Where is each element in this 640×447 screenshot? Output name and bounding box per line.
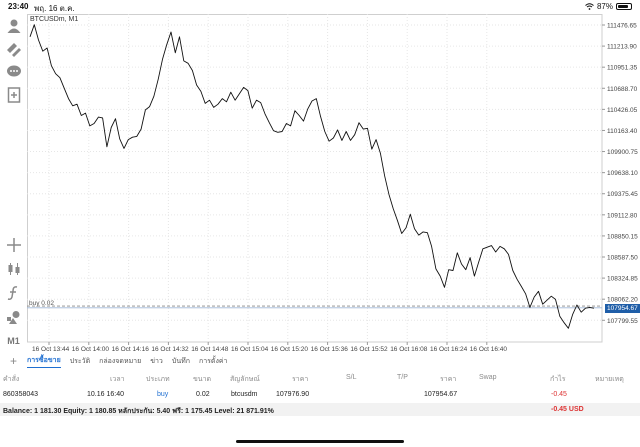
col-type: ประเภท [146, 376, 170, 383]
x-tick-label: 16 Oct 16:24 [430, 346, 468, 353]
y-tick-label: 108324.85 [607, 276, 638, 283]
y-tick-label: 109638.10 [607, 170, 638, 177]
plot-frame [27, 14, 603, 343]
y-tick-label: 108587.50 [607, 255, 638, 262]
x-tick-label: 16 Oct 15:52 [350, 346, 388, 353]
col-symbol: สัญลักษณ์ [230, 376, 260, 383]
timeframe-button[interactable]: M1 [7, 335, 20, 346]
new-order-icon[interactable] [4, 39, 23, 58]
col-profit: กำไร [550, 376, 566, 383]
cell-profit: -0.45 [551, 391, 567, 398]
y-tick-label: 108850.15 [607, 233, 638, 240]
home-indicator[interactable] [236, 440, 404, 443]
trade-table-header: คำสั่ง เวลา ประเภท ขนาด สัญลักษณ์ ราคา S… [0, 372, 640, 385]
y-tick-label: 109900.75 [607, 149, 638, 156]
table-row[interactable]: 860358043 10.16 16:40 buy 0.02 btcusdm 1… [0, 389, 640, 402]
price-chart[interactable]: 16 Oct 13:44 16 Oct 14:00 16 Oct 14:16 16 O… [27, 14, 640, 354]
col-price: ราคา [440, 376, 457, 383]
indicators-icon[interactable] [4, 283, 23, 302]
x-tick-label: 16 Oct 15:36 [311, 346, 349, 353]
x-tick-label: 16 Oct 14:16 [112, 346, 150, 353]
wifi-icon [585, 3, 594, 10]
chart-canvas[interactable]: 16 Oct 13:44 16 Oct 14:00 16 Oct 14:16 16 O… [27, 14, 640, 354]
y-tick-label: 107799.55 [607, 318, 638, 325]
col-open-price: ราคา [292, 376, 309, 383]
x-tick-label: 16 Oct 16:08 [390, 346, 428, 353]
status-right: 87% [585, 2, 632, 11]
col-swap: Swap [479, 374, 497, 381]
y-tick-label: 111476.65 [607, 23, 637, 30]
col-comment: หมายเหตุ [595, 376, 624, 383]
tab-mailbox[interactable]: กล่องจดหมาย [99, 357, 142, 365]
tab-trade[interactable]: การซื้อขาย [27, 355, 61, 368]
col-size: ขนาด [193, 376, 212, 383]
x-tick-label: 16 Oct 14:48 [191, 346, 229, 353]
add-indicator-icon[interactable] [4, 85, 23, 104]
y-tick-label: 110688.70 [607, 86, 638, 93]
col-tp: T/P [397, 374, 408, 381]
status-time: 23:40 [8, 2, 29, 11]
current-price-tag: 107954.67 [605, 304, 640, 313]
col-time: เวลา [110, 376, 125, 383]
cell-order: 860358043 [3, 391, 39, 398]
chart-title: BTCUSDm, M1 [30, 16, 79, 23]
x-tick-label: 16 Oct 15:04 [231, 346, 269, 353]
y-tick-label: 110951.35 [607, 65, 638, 72]
cell-time: 10.16 16:40 [87, 391, 124, 398]
status-bar: 23:40 พฤ. 16 ต.ค. 87% [0, 0, 640, 14]
battery-percent: 87% [596, 2, 613, 11]
cell-open-price: 107976.90 [276, 391, 310, 398]
candlestick-icon[interactable] [4, 259, 23, 278]
col-order: คำสั่ง [3, 376, 20, 383]
cell-size: 0.02 [196, 391, 210, 398]
chat-icon[interactable] [4, 62, 23, 81]
battery-icon [616, 3, 632, 10]
x-tick-label: 16 Oct 14:32 [151, 346, 189, 353]
x-tick-label: 16 Oct 15:20 [271, 346, 309, 353]
left-toolbar: M1 [0, 14, 27, 354]
y-tick-label: 108062.20 [607, 297, 638, 304]
tab-settings[interactable]: การตั้งค่า [198, 357, 228, 365]
tab-news[interactable]: ข่าว [150, 357, 163, 365]
price-series-line [29, 24, 595, 329]
add-tab-button[interactable]: + [9, 354, 17, 368]
cell-current-price: 107954.67 [424, 391, 458, 398]
col-sl: S/L [346, 374, 357, 381]
balance-summary: Balance: 1 181.30 Equity: 1 180.85 หลักป… [3, 408, 274, 415]
y-tick-label: 110426.05 [607, 107, 638, 114]
x-tick-label: 16 Oct 14:00 [72, 346, 110, 353]
cell-symbol: btcusdm [231, 391, 258, 398]
y-tick-label: 109112.80 [607, 212, 638, 219]
crosshair-icon[interactable] [4, 235, 23, 254]
terminal-tabs: + การซื้อขาย ประวัติ กล่องจดหมาย ข่าว บั… [0, 354, 640, 368]
objects-icon[interactable] [4, 307, 23, 326]
cell-type: buy [157, 391, 169, 398]
tab-history[interactable]: ประวัติ [69, 357, 91, 365]
buy-line-label: buy 0.02 [29, 300, 54, 307]
y-tick-label: 109375.45 [607, 191, 638, 198]
status-date: พฤ. 16 ต.ค. [34, 4, 75, 13]
account-icon[interactable] [4, 16, 23, 35]
y-tick-label: 111213.90 [607, 44, 637, 51]
x-tick-label: 16 Oct 16:40 [470, 346, 508, 353]
total-profit: -0.45 USD [551, 406, 584, 413]
y-tick-label: 110163.40 [607, 128, 638, 135]
tab-journal[interactable]: บันทึก [171, 357, 190, 365]
balance-bar: Balance: 1 181.30 Equity: 1 180.85 หลักป… [0, 403, 640, 416]
x-tick-label: 16 Oct 13:44 [32, 346, 70, 353]
